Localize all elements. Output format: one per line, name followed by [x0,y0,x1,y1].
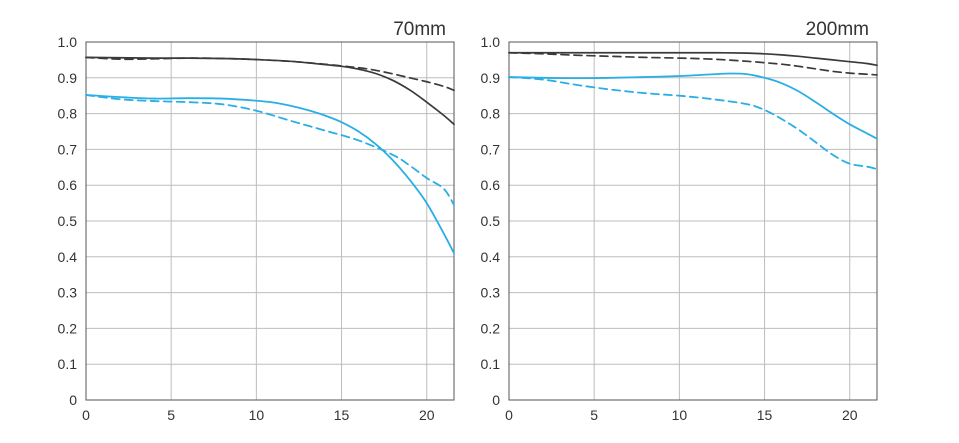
x-tick-label: 15 [334,407,350,423]
y-tick-label: 0.9 [481,70,501,86]
x-tick-label: 20 [842,407,858,423]
chart-200mm: 0 0.1 0.2 0.3 0.4 0.5 0.6 0.7 0.8 0.9 1.0 0 5 10 15 20 2… [481,19,878,423]
y-tick-label: 0.8 [481,106,501,122]
x-tick-label: 10 [672,407,688,423]
y-tick-label: 0.8 [58,106,78,122]
x-tick-label: 15 [757,407,773,423]
series-blue-dashed-line [85,94,455,206]
y-tick-label: 0.5 [58,213,78,229]
series-black-dashed-line [85,56,455,92]
y-tick-label: 0.7 [481,141,501,157]
y-tick-label: 0.5 [481,213,501,229]
x-tick-label: 5 [167,407,175,423]
x-tick-label: 0 [505,407,513,423]
plot-frame [508,41,878,401]
y-tick-label: 0.2 [481,320,501,336]
x-tick-label: 5 [590,407,598,423]
series-black-solid-line [508,51,878,67]
series-blue-dashed-line [508,76,878,170]
y-tick-label: 0.1 [58,356,78,372]
y-tick-label: 0.3 [481,285,501,301]
series-blue-solid-line [85,94,455,255]
y-tick-label: 0.6 [481,177,501,193]
x-tick-label: 0 [82,407,90,423]
series-black-dashed-line [508,51,878,76]
y-tick-label: 1.0 [481,34,501,50]
series-blue-solid-line [508,72,878,140]
chart-70mm: 0 0.1 0.2 0.3 0.4 0.5 0.6 0.7 0.8 0.9 1.0 0 5 10 15 20 7… [58,19,455,423]
plot-frame [85,41,455,401]
y-tick-label: 1.0 [58,34,78,50]
y-tick-label: 0.4 [58,249,78,265]
y-tick-label: 0.6 [58,177,78,193]
y-tick-label: 0.2 [58,320,78,336]
x-tick-label: 10 [249,407,265,423]
y-tick-label: 0 [69,392,77,408]
chart-title: 200mm [806,19,869,40]
y-tick-label: 0.7 [58,141,78,157]
y-tick-label: 0.9 [58,70,78,86]
y-tick-label: 0.1 [481,356,501,372]
y-tick-label: 0.4 [481,249,501,265]
chart-title: 70mm [393,19,446,40]
y-tick-label: 0 [492,392,500,408]
x-tick-label: 20 [419,407,435,423]
y-tick-label: 0.3 [58,285,78,301]
